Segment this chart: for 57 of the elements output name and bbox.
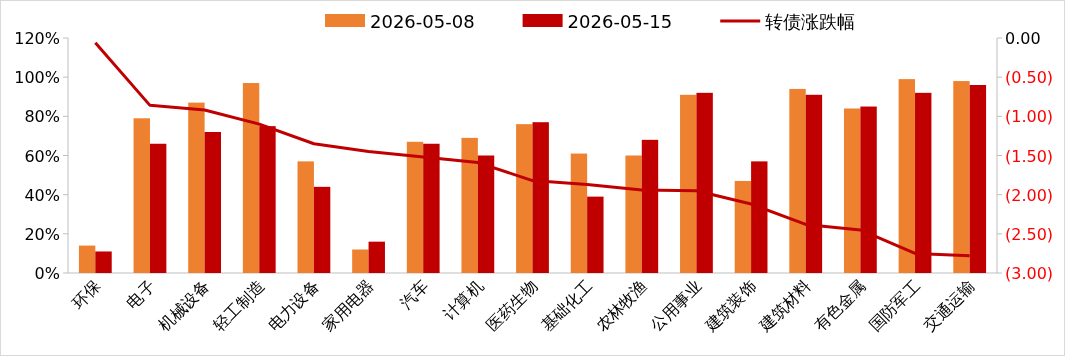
bar bbox=[751, 161, 768, 273]
y-tick-label: 40% bbox=[24, 185, 60, 205]
bar bbox=[368, 241, 385, 273]
bar bbox=[805, 94, 823, 273]
bar bbox=[532, 122, 549, 273]
legend-label: 2026-05-08 bbox=[370, 11, 475, 32]
bar bbox=[259, 126, 276, 273]
bar bbox=[461, 137, 478, 273]
x-tick-label: 汽车 bbox=[395, 276, 433, 313]
y2-tick-label: 0.00 bbox=[1005, 29, 1041, 48]
y-tick-label: 120% bbox=[14, 29, 60, 48]
y2-tick-label: (2.00) bbox=[1005, 185, 1054, 205]
bar bbox=[789, 88, 806, 273]
y2-tick-label: (1.50) bbox=[1005, 146, 1054, 166]
legend-label: 转债涨跌幅 bbox=[765, 11, 856, 32]
bar bbox=[641, 139, 659, 273]
bar bbox=[477, 155, 495, 273]
bar bbox=[313, 186, 331, 273]
bar bbox=[133, 118, 150, 273]
x-tick-label: 国防军工 bbox=[865, 276, 924, 336]
bar bbox=[587, 196, 604, 273]
bar bbox=[149, 143, 167, 273]
y-tick-label: 60% bbox=[24, 146, 60, 166]
y2-tick-label: (3.00) bbox=[1005, 264, 1054, 283]
x-tick-label: 环保 bbox=[68, 276, 105, 313]
bar bbox=[625, 155, 642, 273]
bar bbox=[297, 161, 314, 273]
bar bbox=[95, 251, 112, 273]
y2-tick-label: (0.50) bbox=[1005, 68, 1054, 88]
bar bbox=[242, 83, 260, 273]
bar bbox=[406, 141, 424, 273]
bar bbox=[570, 153, 588, 273]
bar bbox=[352, 249, 369, 273]
bar bbox=[969, 85, 987, 273]
bar bbox=[78, 245, 96, 273]
x-tick-label: 建筑材料 bbox=[755, 276, 815, 336]
bar bbox=[680, 94, 697, 273]
bar bbox=[696, 92, 713, 273]
bar bbox=[843, 108, 861, 273]
y-tick-label: 100% bbox=[14, 68, 60, 88]
y2-tick-label: (2.50) bbox=[1005, 224, 1054, 244]
bar bbox=[915, 92, 932, 273]
y-tick-label: 20% bbox=[24, 224, 60, 244]
legend-label: 2026-05-15 bbox=[567, 11, 673, 32]
y-tick-label: 80% bbox=[24, 107, 60, 127]
bar bbox=[204, 132, 222, 273]
bar bbox=[188, 102, 205, 273]
bar bbox=[898, 79, 916, 273]
x-tick-label: 家用电器 bbox=[318, 276, 378, 336]
y2-tick-label: (1.00) bbox=[1005, 107, 1054, 127]
y-tick-label: 0% bbox=[34, 264, 60, 283]
bar bbox=[516, 124, 533, 273]
bar bbox=[860, 106, 877, 273]
bar bbox=[953, 81, 970, 273]
bar bbox=[734, 180, 752, 273]
bar bbox=[423, 143, 440, 273]
x-tick-label: 基础化工 bbox=[537, 276, 596, 336]
